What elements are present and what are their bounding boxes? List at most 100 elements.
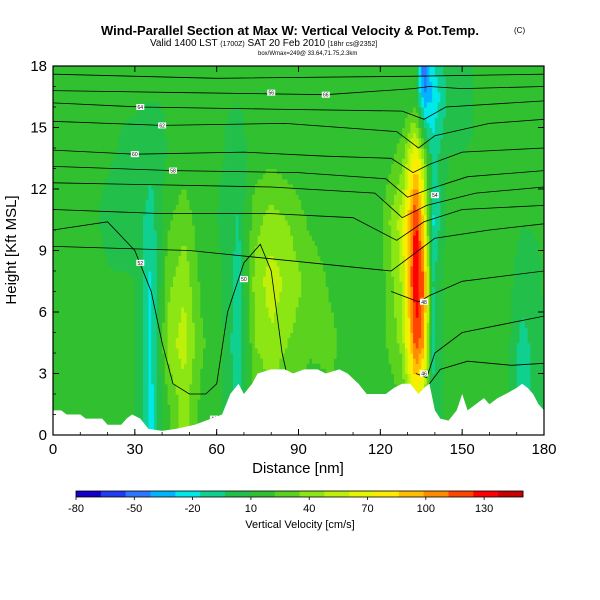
velocity-cell <box>53 214 57 221</box>
velocity-cell <box>99 178 103 185</box>
velocity-cell <box>219 230 223 236</box>
velocity-cell <box>129 76 133 82</box>
velocity-cell <box>126 317 130 323</box>
velocity-cell <box>118 86 122 93</box>
velocity-cell <box>213 117 218 123</box>
velocity-cell <box>219 281 223 287</box>
velocity-cell <box>115 368 120 375</box>
velocity-cell <box>178 76 182 82</box>
velocity-cell <box>192 107 196 113</box>
velocity-cell <box>58 173 62 180</box>
velocity-cell <box>129 178 133 185</box>
velocity-cell <box>69 383 73 390</box>
velocity-cell <box>121 240 125 246</box>
velocity-cell <box>241 337 245 344</box>
velocity-cell <box>238 137 242 144</box>
velocity-cell <box>173 353 177 359</box>
velocity-cell <box>186 183 190 190</box>
velocity-cell <box>55 301 60 308</box>
velocity-cell <box>170 265 174 272</box>
velocity-cell <box>235 71 240 77</box>
velocity-cell <box>159 112 163 118</box>
velocity-cell <box>175 148 180 154</box>
velocity-cell <box>151 219 155 226</box>
velocity-cell <box>104 91 109 98</box>
velocity-cell <box>183 127 188 134</box>
velocity-cell <box>69 189 73 195</box>
velocity-cell <box>183 224 188 231</box>
velocity-cell <box>194 235 199 241</box>
velocity-cell <box>143 327 147 334</box>
velocity-cell <box>211 265 215 272</box>
velocity-cell <box>85 317 90 323</box>
velocity-cell <box>137 183 141 190</box>
velocity-cell <box>216 199 220 205</box>
velocity-cell <box>183 250 188 257</box>
velocity-cell <box>164 353 169 359</box>
velocity-cell <box>167 306 171 313</box>
velocity-cell <box>66 127 70 134</box>
velocity-cell <box>143 189 147 195</box>
velocity-cell <box>74 250 79 257</box>
velocity-cell <box>159 173 163 180</box>
velocity-cell <box>216 296 220 303</box>
velocity-cell <box>153 168 158 175</box>
velocity-cell <box>58 86 62 93</box>
velocity-cell <box>53 281 57 287</box>
velocity-cell <box>167 230 171 236</box>
velocity-cell <box>192 86 196 93</box>
velocity-cell <box>224 148 229 154</box>
velocity-cell <box>91 337 95 344</box>
velocity-cell <box>222 337 226 344</box>
velocity-cell <box>173 332 177 339</box>
velocity-cell <box>213 112 218 118</box>
velocity-cell <box>148 394 152 400</box>
velocity-cell <box>96 250 100 257</box>
velocity-cell <box>77 173 81 180</box>
velocity-cell <box>156 71 160 77</box>
velocity-cell <box>58 76 62 82</box>
velocity-cell <box>224 183 229 190</box>
velocity-cell <box>53 291 57 298</box>
velocity-cell <box>153 66 158 72</box>
velocity-cell <box>143 81 147 88</box>
velocity-cell <box>192 358 196 364</box>
velocity-cell <box>102 312 106 318</box>
velocity-cell <box>91 117 95 123</box>
velocity-cell <box>164 142 169 149</box>
velocity-cell <box>178 158 182 164</box>
velocity-cell <box>115 409 120 416</box>
velocity-cell <box>224 158 229 164</box>
velocity-cell <box>186 286 190 293</box>
velocity-cell <box>145 71 150 77</box>
velocity-cell <box>164 414 169 421</box>
velocity-cell <box>143 317 147 323</box>
velocity-cell <box>192 96 196 103</box>
velocity-cell <box>148 158 152 164</box>
velocity-cell <box>77 378 81 385</box>
velocity-cell <box>77 245 81 252</box>
velocity-cell <box>123 199 128 205</box>
velocity-cell <box>233 148 237 154</box>
velocity-cell <box>203 358 207 364</box>
velocity-cell <box>194 271 199 277</box>
velocity-cell <box>121 363 125 369</box>
velocity-cell <box>145 265 150 272</box>
velocity-cell <box>175 342 180 349</box>
velocity-cell <box>216 81 220 88</box>
velocity-cell <box>145 66 150 72</box>
velocity-cell <box>63 122 68 129</box>
velocity-cell <box>91 260 95 267</box>
velocity-cell <box>189 240 193 246</box>
velocity-cell <box>227 219 231 226</box>
velocity-cell <box>145 373 150 380</box>
velocity-cell <box>192 291 196 298</box>
velocity-cell <box>213 286 218 293</box>
velocity-cell <box>80 265 84 272</box>
velocity-cell <box>88 230 92 236</box>
velocity-cell <box>227 332 231 339</box>
velocity-cell <box>235 255 240 262</box>
velocity-cell <box>83 173 87 180</box>
velocity-cell <box>203 301 207 308</box>
